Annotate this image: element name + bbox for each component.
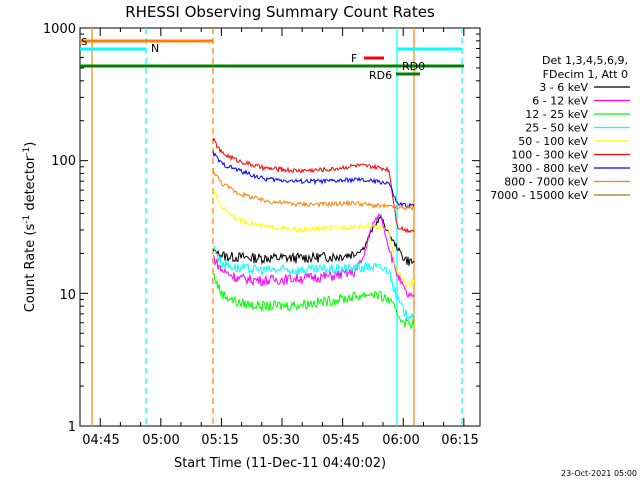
legend-label: 6 - 12 keV (532, 95, 588, 108)
axis-ticks (79, 28, 480, 427)
series-line (212, 212, 415, 299)
x-tick-label: 06:15 (441, 433, 478, 448)
x-axis-label: Start Time (11-Dec-11 04:40:02) (174, 456, 386, 471)
x-tick-label: 05:15 (201, 433, 238, 448)
x-tick-label: 04:45 (82, 433, 119, 448)
annotation-label: RD6 (369, 69, 392, 82)
event-lines (91, 28, 463, 426)
annotation-label: RD0 (402, 60, 425, 73)
series-line (212, 150, 415, 210)
y-tick-label: 10 (59, 288, 76, 303)
legend-header: Det 1,3,4,5,6,9, (542, 54, 628, 67)
chart-title: RHESSI Observing Summary Count Rates (125, 3, 435, 21)
x-tick-label: 05:45 (322, 433, 359, 448)
annotation-label: S (81, 37, 87, 48)
series-line (212, 273, 415, 330)
series-line (212, 168, 415, 212)
legend-label: 100 - 300 keV (511, 149, 588, 162)
status-bars (80, 39, 464, 76)
y-tick-label: 100 (51, 154, 76, 169)
legend-label: 50 - 100 keV (518, 135, 588, 148)
legend-header: FDecim 1, Att 0 (543, 68, 628, 81)
y-axis-label: Count Rate (s-1 detector-1) (22, 142, 38, 313)
legend-label: 3 - 6 keV (539, 81, 588, 94)
series-line (212, 189, 415, 288)
x-tick-label: 05:00 (142, 433, 179, 448)
legend-label: 25 - 50 keV (525, 122, 588, 135)
series-line (212, 245, 415, 321)
x-tick-label: 06:00 (382, 433, 419, 448)
x-tick-label: 05:30 (262, 433, 299, 448)
annotation-label: F (351, 52, 357, 65)
series-line (212, 137, 415, 234)
legend-label: 7000 - 15000 keV (490, 189, 588, 202)
legend-label: 12 - 25 keV (525, 108, 588, 121)
series-line (212, 214, 415, 266)
legend-label: 300 - 800 keV (511, 162, 588, 175)
plot-frame (79, 27, 481, 427)
legend: Det 1,3,4,5,6,9, FDecim 1, Att 0 3 - 6 k… (490, 54, 630, 202)
footer-timestamp: 23-Oct-2021 05:00 (561, 469, 637, 478)
annotation-label: N (151, 42, 159, 55)
y-tick-label: 1 (68, 420, 76, 435)
series-group (212, 137, 415, 330)
legend-label: 800 - 7000 keV (504, 176, 588, 189)
y-tick-label: 1000 (43, 22, 76, 37)
